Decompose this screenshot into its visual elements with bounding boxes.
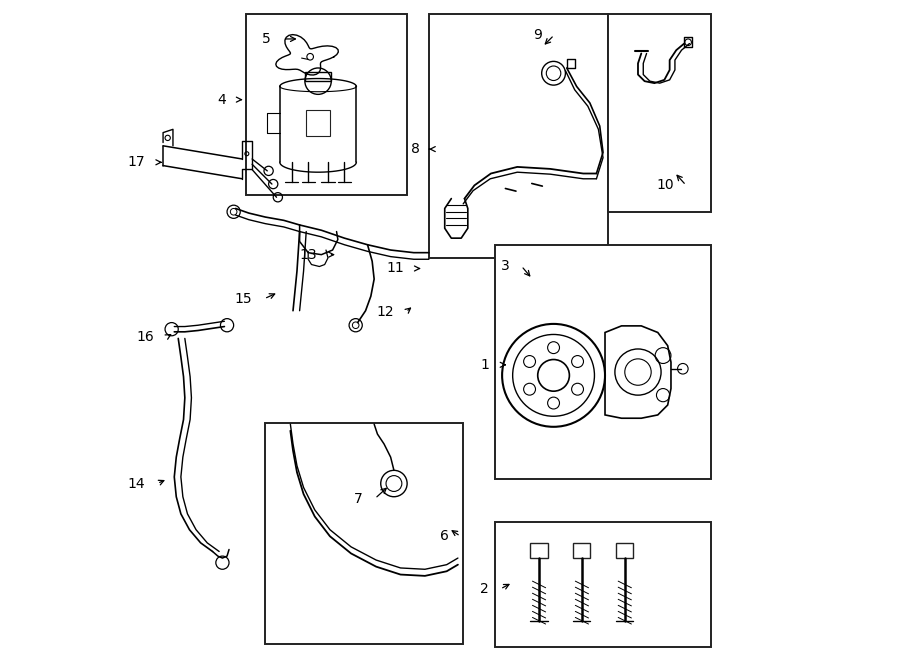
Text: 9: 9 bbox=[534, 28, 543, 42]
Text: 1: 1 bbox=[481, 358, 490, 371]
Bar bbox=[266, 423, 464, 644]
Text: 14: 14 bbox=[128, 477, 145, 490]
Bar bbox=[429, 14, 608, 258]
Bar bbox=[306, 110, 330, 136]
Text: 13: 13 bbox=[299, 248, 317, 262]
Text: 4: 4 bbox=[217, 93, 226, 106]
Text: 16: 16 bbox=[137, 330, 155, 344]
Text: 15: 15 bbox=[235, 292, 252, 306]
Bar bbox=[246, 14, 407, 195]
Bar bbox=[495, 522, 710, 647]
Bar bbox=[573, 543, 590, 558]
Text: 6: 6 bbox=[440, 529, 449, 543]
Text: 2: 2 bbox=[480, 582, 489, 596]
Bar bbox=[608, 14, 710, 212]
Text: 11: 11 bbox=[386, 262, 404, 276]
Bar bbox=[616, 543, 634, 558]
Text: 10: 10 bbox=[657, 178, 674, 192]
Text: 12: 12 bbox=[376, 305, 394, 319]
Text: 17: 17 bbox=[128, 155, 145, 169]
Text: 8: 8 bbox=[411, 142, 420, 156]
Text: 5: 5 bbox=[262, 32, 271, 46]
Text: 7: 7 bbox=[355, 492, 363, 506]
Bar bbox=[530, 543, 547, 558]
Bar bbox=[495, 245, 710, 479]
Text: 3: 3 bbox=[500, 259, 509, 273]
